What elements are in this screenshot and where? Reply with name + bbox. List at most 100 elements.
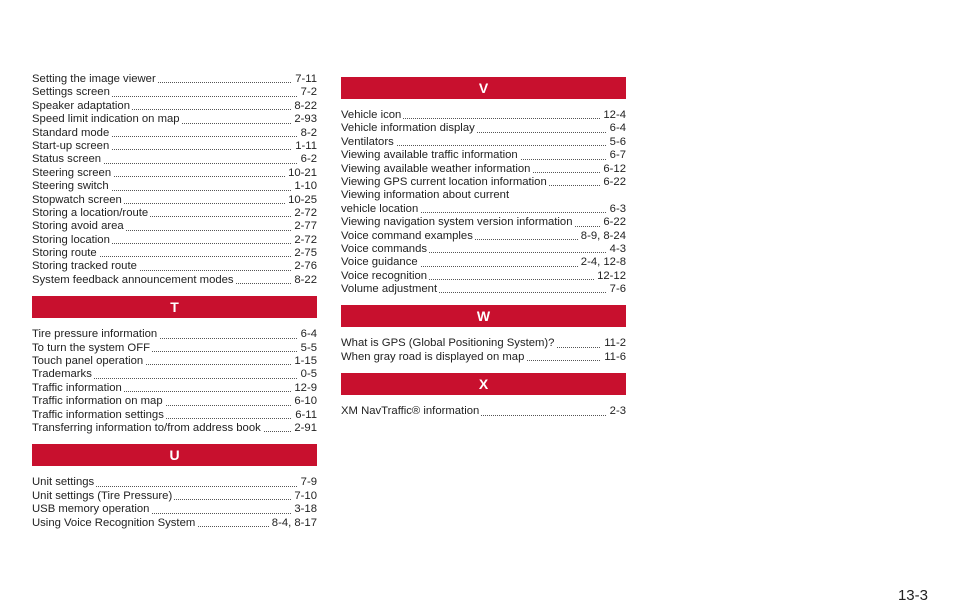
entry-label: Standard mode <box>32 126 112 139</box>
entry-page: 12-9 <box>291 381 317 396</box>
index-entry: Speaker adaptation 8-22 <box>32 99 317 114</box>
index-entry: Stopwatch screen 10-25 <box>32 193 317 207</box>
entry-label: Traffic information on map <box>32 395 165 408</box>
entry-page: 2-77 <box>291 220 317 234</box>
entry-page: 8-4, 8-17 <box>268 516 317 530</box>
entry-page: 2-3 <box>606 405 626 419</box>
entry-page: 6-11 <box>292 408 317 422</box>
index-section: T Tire pressure information 6-4 To turn the… <box>32 296 317 436</box>
entry-label: Viewing available traffic information <box>341 149 520 162</box>
entry-label: Voice recognition <box>341 269 430 282</box>
index-entry: Unit settings (Tire Pressure) 7-10 <box>32 489 317 504</box>
entry-page: 8-22 <box>291 273 317 288</box>
entry-page: 5-6 <box>606 135 626 150</box>
index-entry: Voice guidance 2-4, 12-8 <box>341 256 626 270</box>
index-entry: Viewing available traffic information 6-7 <box>341 149 626 163</box>
index-entry: Steering screen 10-21 <box>32 166 317 181</box>
entry-page: 2-76 <box>291 260 317 274</box>
index-entry: Storing avoid area 2-77 <box>32 220 317 234</box>
index-entry: Touch panel operation 1-15 <box>32 355 317 369</box>
entry-label: Viewing available weather information <box>341 162 533 175</box>
entry-page: 2-91 <box>291 421 317 436</box>
index-entry: Voice commands 4-3 <box>341 242 626 257</box>
entry-page: 3-18 <box>291 503 317 517</box>
entry-page: 7-2 <box>297 86 317 100</box>
entry-page: 11-2 <box>601 337 626 351</box>
entry-page: 10-21 <box>285 166 317 181</box>
index-entry: Trademarks 0-5 <box>32 368 317 382</box>
entry-label: Voice commands <box>341 242 430 255</box>
entry-label: Touch panel operation <box>32 355 146 368</box>
entry-page: 2-4, 12-8 <box>577 256 626 270</box>
index-entry: Setting the image viewer 7-11 <box>32 72 317 87</box>
entry-label: System feedback announcement modes <box>32 273 236 286</box>
entry-page: 6-12 <box>600 162 626 176</box>
section-header: U <box>32 444 317 467</box>
index-entry: Traffic information 12-9 <box>32 381 317 396</box>
entry-label: Stopwatch screen <box>32 193 124 206</box>
index-entry: Speed limit indication on map 2-93 <box>32 113 317 127</box>
entry-label: Traffic information settings <box>32 408 166 421</box>
index-entry: Storing route 2-75 <box>32 247 317 261</box>
index-entry: Ventilators 5-6 <box>341 135 626 150</box>
entry-label: vehicle location <box>341 202 421 215</box>
entry-label: Speed limit indication on map <box>32 113 182 126</box>
entry-page: 6-10 <box>291 395 317 409</box>
index-section: Setting the image viewer 7-11 Settings scr… <box>32 72 317 288</box>
entry-label: Vehicle icon <box>341 109 404 121</box>
entry-page: 2-72 <box>291 206 317 221</box>
index-entry: Viewing navigation system version inform… <box>341 216 626 230</box>
section-header: W <box>341 305 626 328</box>
index-entry: Vehicle information display 6-4 <box>341 122 626 136</box>
index-entry: Traffic information settings 6-11 <box>32 408 317 422</box>
entry-label: Transferring information to/from address… <box>32 421 263 434</box>
section-header: V <box>341 77 626 99</box>
entry-label: Storing a location/route <box>32 206 151 219</box>
index-entry: Voice recognition 12-12 <box>341 269 626 284</box>
index-entry: Tire pressure information 6-4 <box>32 328 317 342</box>
index-entry: System feedback announcement modes 8-22 <box>32 273 317 288</box>
entry-page: 8-22 <box>291 99 317 114</box>
entry-label: Unit settings <box>32 476 97 489</box>
index-column: Setting the image viewer 7-11 Settings scr… <box>32 72 317 530</box>
index-entry: Traffic information on map 6-10 <box>32 395 317 409</box>
index-entry: Viewing available weather information 6-1… <box>341 162 626 176</box>
index-entry: Standard mode 8-2 <box>32 126 317 140</box>
entry-page: 5-5 <box>297 341 317 356</box>
index-entry: Viewing GPS current location information… <box>341 175 626 190</box>
index-section: V Vehicle icon 12-4 Vehicle information dis… <box>341 77 626 297</box>
section-header: T <box>32 296 317 319</box>
entry-page: 2-75 <box>291 247 317 261</box>
entry-page: 7-9 <box>297 476 317 490</box>
index-entry: Steering switch 1-10 <box>32 180 317 194</box>
entry-page: 11-6 <box>601 350 626 365</box>
index-entry: Settings screen 7-2 <box>32 86 317 100</box>
index-entry: What is GPS (Global Positioning System)?… <box>341 337 626 351</box>
entry-page: 6-7 <box>606 149 626 163</box>
index-entry: Vehicle icon 12-4 <box>341 108 626 123</box>
index-entry: Voice command examples 8-9, 8-24 <box>341 229 626 243</box>
entry-page: 1-10 <box>291 180 317 194</box>
entry-label: Voice guidance <box>341 256 420 269</box>
page-number: 13-3 <box>897 587 928 604</box>
entry-label: Using Voice Recognition System <box>32 516 198 529</box>
entry-label: Voice command examples <box>341 229 475 242</box>
index-entry: XM NavTraffic® information 2-3 <box>341 405 626 419</box>
entry-page: 6-4 <box>297 328 317 342</box>
entry-label: Status screen <box>32 153 104 166</box>
entry-page: 7-6 <box>606 283 626 297</box>
section-header: X <box>341 373 626 396</box>
entry-label: Viewing information about current <box>341 189 510 202</box>
index-section: U Unit settings 7-9 Unit settings (Tire Pre… <box>32 444 317 530</box>
entry-label: Steering switch <box>32 180 111 193</box>
entry-label: Ventilators <box>341 135 396 148</box>
index-column: V Vehicle icon 12-4 Vehicle information dis… <box>341 77 626 419</box>
entry-page: 8-9, 8-24 <box>577 229 626 243</box>
entry-label: Start-up screen <box>32 139 112 152</box>
index-entry: To turn the system OFF 5-5 <box>32 341 317 356</box>
index-entry: Status screen 6-2 <box>32 153 317 167</box>
entry-page: 6-4 <box>606 122 626 136</box>
entry-label: XM NavTraffic® information <box>341 405 482 418</box>
entry-label: Trademarks <box>32 368 94 381</box>
